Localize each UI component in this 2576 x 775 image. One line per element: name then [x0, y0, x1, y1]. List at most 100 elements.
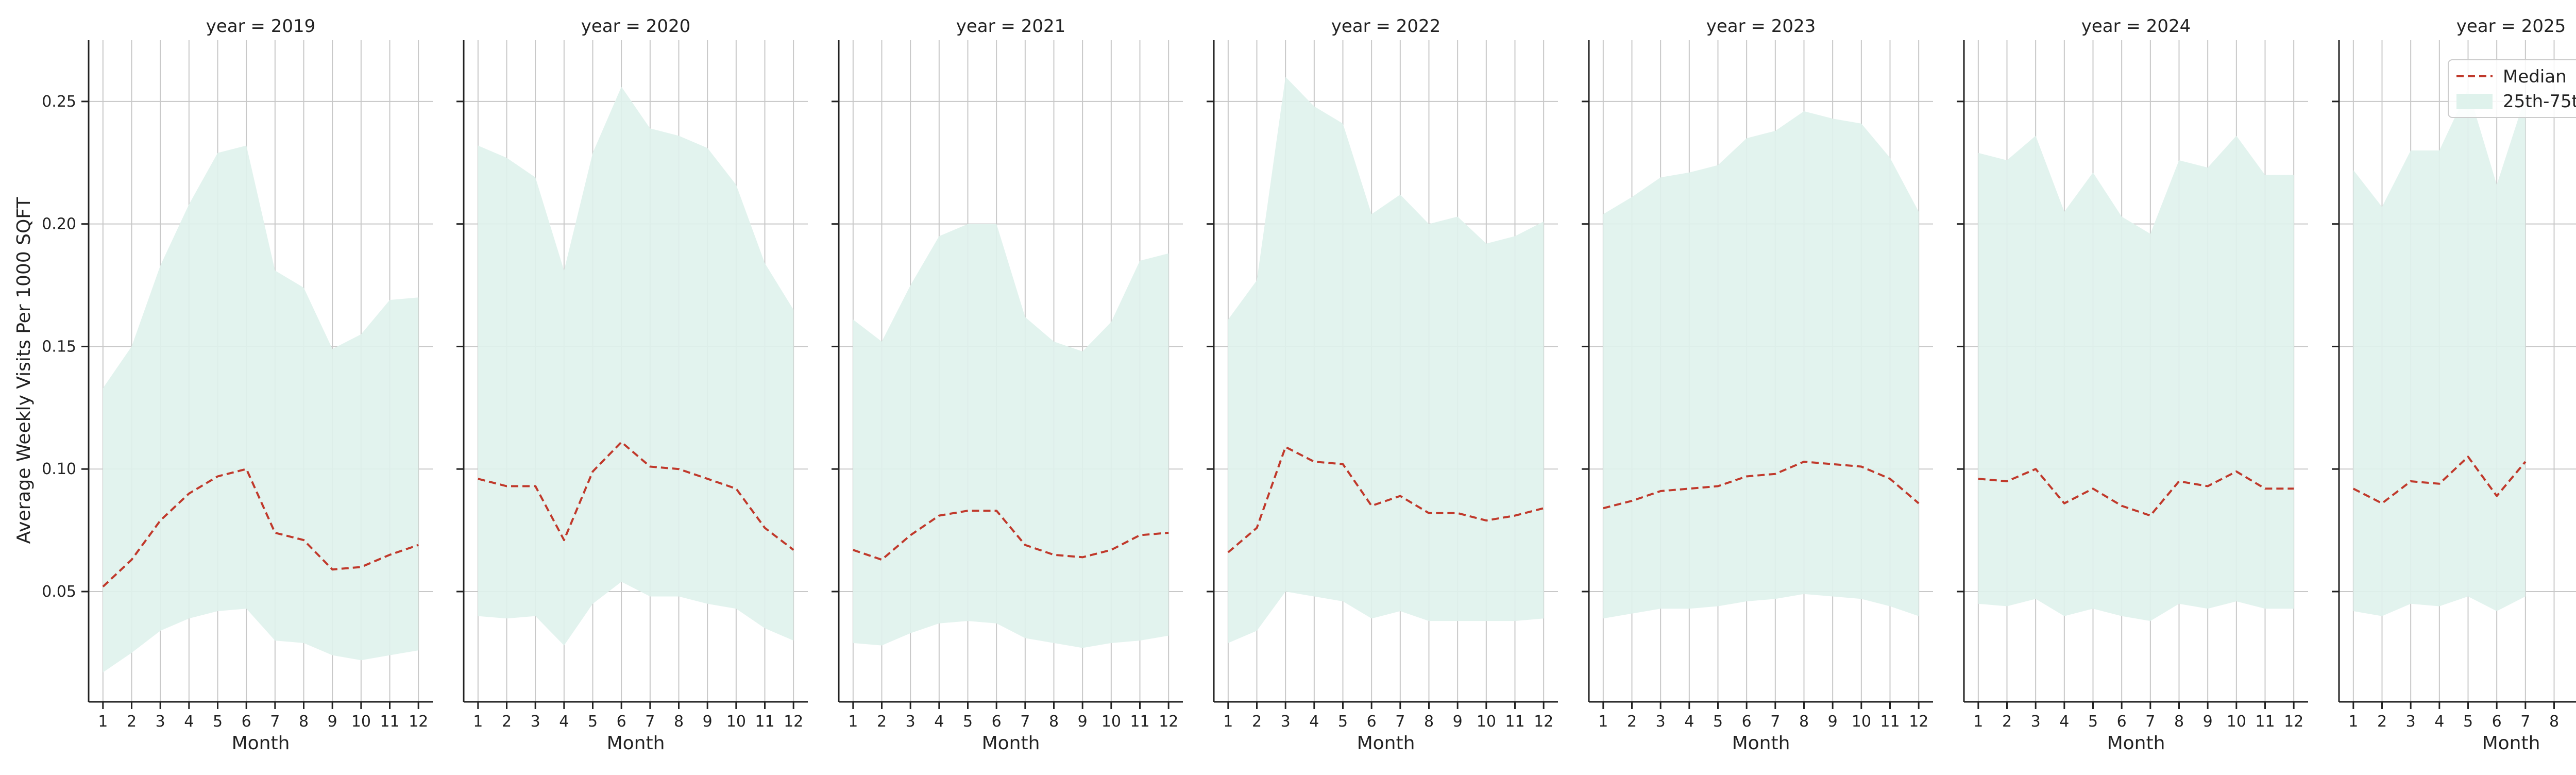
x-tick-label-4: 4 [184, 713, 194, 731]
x-axis-label: Month [1357, 733, 1415, 754]
y-tick-label-2: 0.10 [42, 460, 76, 478]
x-tick-label-1: 1 [2348, 713, 2358, 731]
y-tick-label-5: 0.25 [42, 93, 76, 111]
x-tick-label-10: 10 [2227, 713, 2246, 731]
x-tick-label-12: 12 [1534, 713, 1553, 731]
x-tick-label-9: 9 [2203, 713, 2213, 731]
x-tick-label-6: 6 [2117, 713, 2127, 731]
x-tick-label-2: 2 [127, 713, 137, 731]
x-axis-label: Month [607, 733, 665, 754]
median-line [1227, 446, 1544, 553]
x-tick-label-11: 11 [1130, 713, 1149, 731]
median-line [1978, 468, 2294, 517]
percentile-band [1978, 136, 2294, 621]
x-tick-label-7: 7 [645, 713, 655, 731]
x-tick-label-4: 4 [1309, 713, 1319, 731]
x-axis-label: Month [2482, 733, 2540, 754]
x-tick-label-6: 6 [1742, 713, 1752, 731]
x-tick-label-12: 12 [1159, 713, 1178, 731]
x-tick-label-1: 1 [1973, 713, 1983, 731]
x-tick-label-7: 7 [2520, 713, 2530, 731]
x-tick-label-5: 5 [1713, 713, 1723, 731]
x-tick-label-12: 12 [409, 713, 428, 731]
x-tick-label-11: 11 [755, 713, 774, 731]
x-tick-label-5: 5 [963, 713, 973, 731]
x-tick-label-12: 12 [1909, 713, 1928, 731]
panel-title: year = 2025 [2456, 16, 2566, 37]
x-tick-label-1: 1 [98, 713, 108, 731]
x-axis-label: Month [1732, 733, 1790, 754]
panel-title: year = 2023 [1706, 16, 1816, 37]
x-tick-label-2: 2 [1627, 713, 1637, 731]
median-line [1603, 461, 1920, 510]
x-tick-label-10: 10 [1101, 713, 1121, 731]
x-tick-label-10: 10 [1477, 713, 1496, 731]
x-tick-label-8: 8 [1049, 713, 1059, 731]
legend-band-label: 25th-75th Percentile [2503, 91, 2576, 112]
x-tick-label-5: 5 [588, 713, 598, 731]
x-tick-label-1: 1 [473, 713, 483, 731]
x-tick-label-9: 9 [703, 713, 713, 731]
x-tick-label-7: 7 [1020, 713, 1030, 731]
x-tick-label-4: 4 [1684, 713, 1694, 731]
legend-band-swatch [2456, 94, 2493, 109]
x-tick-label-5: 5 [2463, 713, 2473, 731]
x-tick-label-3: 3 [156, 713, 165, 731]
x-tick-label-9: 9 [1453, 713, 1463, 731]
panel-title: year = 2019 [206, 16, 315, 37]
y-axis-label: Average Weekly Visits Per 1000 SQFT [13, 197, 35, 544]
x-tick-label-5: 5 [2088, 713, 2098, 731]
legend-median-label: Median [2503, 66, 2567, 87]
x-tick-label-7: 7 [1770, 713, 1780, 731]
facet-panel-1: 0.050.100.150.200.251 2 3 4 5 6 7 8 9 10 11 12Month… [42, 16, 433, 754]
x-tick-label-10: 10 [351, 713, 371, 731]
x-tick-label-7: 7 [1395, 713, 1405, 731]
x-tick-label-12: 12 [784, 713, 803, 731]
y-tick-label-1: 0.05 [42, 583, 76, 601]
x-tick-label-2: 2 [502, 713, 512, 731]
percentile-band [2353, 89, 2526, 616]
percentile-band [478, 87, 794, 646]
x-tick-label-6: 6 [2492, 713, 2502, 731]
x-tick-label-1: 1 [1223, 713, 1233, 731]
x-tick-label-7: 7 [2145, 713, 2155, 731]
x-tick-label-7: 7 [270, 713, 280, 731]
x-tick-label-11: 11 [380, 713, 399, 731]
x-tick-label-11: 11 [1880, 713, 1900, 731]
x-tick-label-3: 3 [1281, 713, 1291, 731]
median-line [478, 441, 794, 551]
x-tick-label-3: 3 [906, 713, 916, 731]
percentile-band [1603, 111, 1919, 619]
x-tick-label-9: 9 [1078, 713, 1088, 731]
y-tick-label-3: 0.15 [42, 338, 76, 356]
x-tick-label-8: 8 [299, 713, 309, 731]
x-tick-label-2: 2 [1252, 713, 1262, 731]
median-line [102, 468, 419, 587]
x-tick-label-3: 3 [531, 713, 540, 731]
x-tick-label-11: 11 [2255, 713, 2275, 731]
panel-title: year = 2020 [581, 16, 690, 37]
x-tick-label-5: 5 [1338, 713, 1348, 731]
x-axis-label: Month [982, 733, 1040, 754]
x-tick-label-9: 9 [328, 713, 337, 731]
x-tick-label-4: 4 [2059, 713, 2069, 731]
x-tick-label-3: 3 [1656, 713, 1666, 731]
x-tick-label-5: 5 [213, 713, 223, 731]
x-tick-label-8: 8 [674, 713, 684, 731]
x-tick-label-6: 6 [617, 713, 626, 731]
legend: Median 25th-75th Percentile [2448, 59, 2576, 118]
x-tick-label-2: 2 [2002, 713, 2012, 731]
median-line [853, 510, 1169, 561]
x-tick-label-6: 6 [242, 713, 251, 731]
x-tick-label-10: 10 [1852, 713, 1871, 731]
x-tick-label-2: 2 [2377, 713, 2387, 731]
x-tick-label-4: 4 [934, 713, 944, 731]
x-tick-label-8: 8 [2174, 713, 2184, 731]
